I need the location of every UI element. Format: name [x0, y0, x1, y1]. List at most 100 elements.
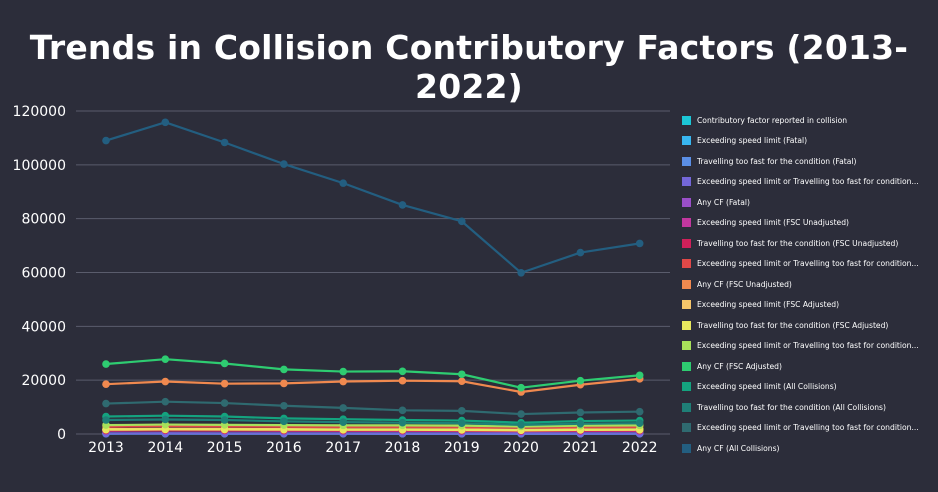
series-line [105, 377, 640, 394]
legend-swatch [682, 197, 691, 207]
data-point [635, 239, 644, 248]
data-point [339, 404, 348, 412]
data-point [458, 370, 466, 379]
data-point [339, 418, 348, 426]
data-point [517, 268, 525, 277]
legend-item[interactable]: Any CF (All Collisions) [680, 438, 920, 459]
legend-item[interactable]: Travelling too fast for the condition (F… [680, 315, 920, 336]
y-axis-ticks: 0 20000 40000 60000 80000 100000 120000 [13, 104, 66, 443]
data-point [576, 419, 585, 428]
data-point [458, 419, 466, 428]
legend-item[interactable]: Exceeding speed limit (Fatal) [680, 131, 920, 152]
data-point [102, 416, 110, 424]
legend-item[interactable]: Contributory factor reported in collisio… [680, 110, 920, 131]
data-point [339, 377, 348, 386]
data-point [576, 408, 585, 417]
data-point [458, 377, 466, 386]
series-points [102, 118, 644, 438]
legend-swatch [682, 156, 691, 166]
x-tick-label: 2014 [147, 440, 183, 456]
legend-item[interactable]: Exceeding speed limit or Travelling too … [680, 254, 920, 275]
legend-swatch [682, 341, 691, 351]
data-point [161, 397, 170, 406]
legend-item[interactable]: Exceeding speed limit or Travelling too … [680, 172, 920, 193]
x-tick-label: 2021 [563, 440, 599, 456]
data-point [398, 376, 407, 385]
legend-item[interactable]: Any CF (FSC Unadjusted) [680, 274, 920, 295]
y-tick-label: 60000 [21, 266, 66, 282]
data-point [576, 248, 585, 257]
legend-item[interactable]: Exceeding speed limit or Travelling too … [680, 418, 920, 439]
legend-item[interactable]: Any CF (Fatal) [680, 192, 920, 213]
data-point [102, 360, 110, 368]
data-point [517, 383, 525, 392]
legend-swatch [682, 361, 691, 371]
legend-label: Exceeding speed limit (FSC Adjusted) [697, 300, 840, 310]
legend-label: Exceeding speed limit (FSC Unadjusted) [697, 218, 850, 228]
y-tick-label: 120000 [13, 104, 66, 120]
legend-swatch [682, 238, 691, 248]
data-point [635, 407, 644, 416]
series-line [105, 400, 640, 416]
data-point [161, 415, 170, 424]
y-tick-label: 80000 [21, 212, 66, 228]
legend-swatch [682, 320, 691, 330]
legend-label: Any CF (All Collisions) [697, 443, 780, 453]
data-point [161, 377, 170, 386]
data-point [280, 417, 288, 426]
y-tick-label: 0 [57, 427, 66, 443]
legend-swatch [682, 115, 691, 125]
legend-item[interactable]: Travelling too fast for the condition (A… [680, 397, 920, 418]
data-point [220, 359, 229, 368]
data-point [339, 179, 348, 187]
series-line [105, 358, 640, 389]
series-line [105, 418, 640, 426]
legend-swatch [682, 423, 691, 433]
legend-item[interactable]: Any CF (FSC Adjusted) [680, 356, 920, 377]
x-tick-label: 2017 [325, 440, 361, 456]
legend-label: Travelling too fast for the condition (F… [697, 156, 857, 166]
data-point [102, 399, 110, 408]
legend-label: Any CF (FSC Adjusted) [697, 361, 782, 371]
data-point [458, 407, 466, 415]
legend-label: Travelling too fast for the condition (F… [697, 320, 889, 330]
data-point [635, 371, 644, 380]
x-axis-ticks: 2013 2014 2015 2016 2017 2018 2019 2020 2021 2022 [88, 440, 657, 456]
x-tick-label: 2013 [88, 440, 124, 456]
legend-label: Exceeding speed limit (Fatal) [697, 136, 808, 146]
legend-item[interactable]: Travelling too fast for the condition (F… [680, 151, 920, 172]
data-point [635, 419, 644, 428]
series-lines [105, 121, 640, 435]
data-point [280, 401, 288, 410]
legend-swatch [682, 259, 691, 269]
data-point [280, 379, 288, 388]
y-tick-label: 100000 [13, 158, 66, 174]
legend-item[interactable]: Exceeding speed limit or Travelling too … [680, 336, 920, 357]
legend-label: Contributory factor reported in collisio… [697, 115, 848, 125]
legend-item[interactable]: Exceeding speed limit (FSC Adjusted) [680, 295, 920, 316]
series-line [105, 423, 640, 428]
data-point [398, 406, 407, 415]
data-point [280, 160, 288, 168]
x-tick-label: 2020 [503, 440, 539, 456]
legend-item[interactable]: Exceeding speed limit (All Collisions) [680, 377, 920, 398]
data-point [339, 367, 348, 376]
legend-item[interactable]: Exceeding speed limit (FSC Unadjusted) [680, 213, 920, 234]
data-point [398, 418, 407, 427]
legend-label: Exceeding speed limit (All Collisions) [697, 382, 837, 392]
legend-item[interactable]: Travelling too fast for the condition (F… [680, 233, 920, 254]
data-point [576, 376, 585, 385]
x-tick-label: 2015 [207, 440, 243, 456]
series-line [105, 121, 640, 274]
data-point [517, 410, 525, 418]
data-point [398, 201, 407, 209]
legend-swatch [682, 279, 691, 289]
legend-label: Travelling too fast for the condition (A… [697, 402, 886, 412]
legend-swatch [682, 382, 691, 392]
data-point [220, 138, 229, 147]
legend-swatch [682, 402, 691, 412]
legend: Contributory factor reported in collisio… [680, 110, 920, 459]
x-tick-label: 2022 [622, 440, 658, 456]
data-point [220, 379, 229, 388]
